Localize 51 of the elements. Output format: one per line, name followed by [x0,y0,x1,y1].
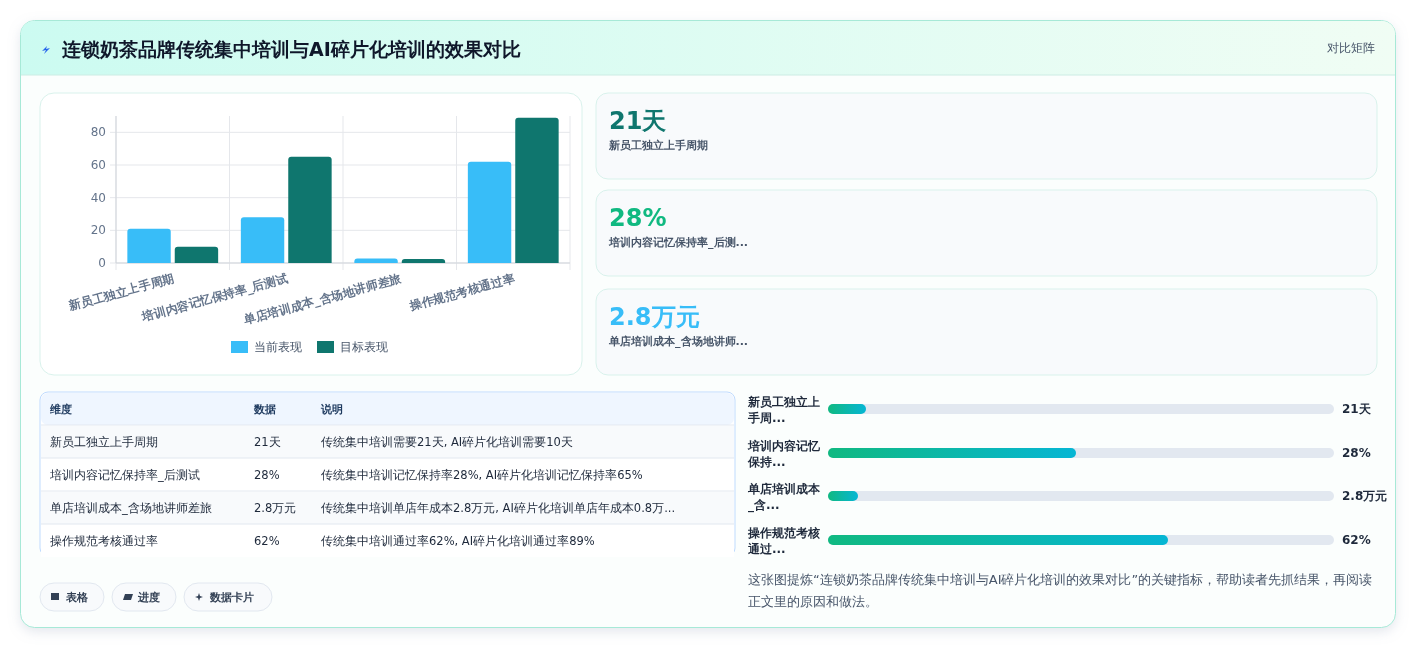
text: 28% [254,468,280,482]
text: 这张图提炼“连锁奶茶品牌传统集中培训与AI碎片化培训的效果对比”的关键指标，帮助读者先抓结果，再阅读正文里的原因和做法。 [748,572,1373,609]
bar [354,258,398,263]
text: 传统集中培训通过率62%, AI碎片化培训通过率89% [321,534,595,548]
text: 21天 [609,107,667,135]
text: 维度 [49,403,72,416]
text: 新员工独立上手周期 [608,139,708,152]
text: 培训内容记忆保持率_后测试 [49,468,200,482]
text: 28% [1342,446,1371,460]
text: 62% [1342,533,1371,547]
text: 表格 [65,591,89,604]
text: 传统集中培训单店年成本2.8万元, AI碎片化培训单店年成本0.8万... [321,501,676,515]
text: 2.8万元 [1342,489,1388,503]
text: 单店培训成本_含场地讲师差旅 [50,501,212,515]
text: 传统集中培训记忆保持率28%, AI碎片化培训记忆保持率65% [321,468,643,482]
y-tick-label: 60 [90,158,106,172]
text: 62% [254,534,280,548]
legend-label: 目标表现 [340,340,388,354]
x-tick-label: 操作规范考核通过率 [407,271,517,314]
legend-label: 当前表现 [254,340,302,354]
bar [515,117,559,263]
text: 数据 [253,403,276,416]
y-tick-label: 0 [98,256,106,270]
text: 新员工独立上手周... [747,395,820,425]
text: 新员工独立上手周期 [50,435,158,449]
bar [127,228,171,263]
text: 21天 [254,435,281,449]
y-tick-label: 40 [90,190,106,205]
text: 连锁奶茶品牌传统集中培训与AI碎片化培训的效果对比 [61,38,521,60]
text: 传统集中培训需要21天, AI碎片化培训需要10天 [321,435,573,449]
bar [467,161,512,263]
bar [288,156,332,263]
text: 21天 [1342,402,1372,416]
y-tick-label: 80 [90,125,106,140]
bar [240,217,285,263]
text: 单店培训成本_含... [747,482,821,513]
text: 2.8万元 [609,303,700,331]
text: 说明 [320,403,343,416]
text: 操作规范考核通过率 [50,534,158,548]
text: 对比矩阵 [1327,41,1375,55]
text: 培训内容记忆保持... [747,439,821,469]
text: 单店培训成本_含场地讲师... [608,335,749,348]
bar [401,258,446,263]
bar [174,246,219,263]
text: 操作规范考核通过... [747,526,820,556]
text: 培训内容记忆保持率_后测... [608,236,749,249]
text: 数据卡片 [209,591,254,604]
text: 28% [609,204,667,232]
text: 进度 [137,591,160,604]
y-tick-label: 20 [90,223,106,238]
text: 2.8万元 [254,501,297,515]
